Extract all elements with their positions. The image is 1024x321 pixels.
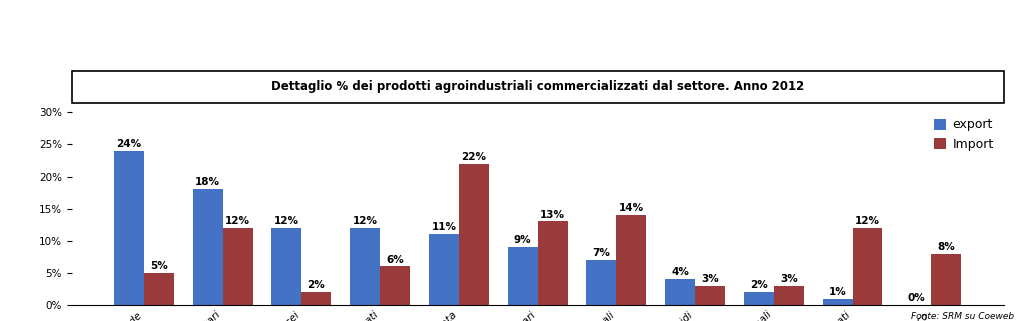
Text: 13%: 13%	[540, 210, 565, 220]
Bar	[508, 247, 538, 305]
Bar	[144, 273, 174, 305]
Text: 12%: 12%	[225, 216, 250, 226]
Text: 22%: 22%	[462, 152, 486, 162]
Bar	[222, 228, 253, 305]
Bar	[429, 234, 459, 305]
Legend: export, Import: export, Import	[930, 115, 997, 154]
Bar	[822, 299, 853, 305]
Text: 11%: 11%	[431, 222, 457, 232]
Bar	[616, 215, 646, 305]
Text: Fonte: SRM su Coeweb: Fonte: SRM su Coeweb	[910, 312, 1014, 321]
Bar	[931, 254, 962, 305]
Bar	[114, 151, 144, 305]
Bar	[853, 228, 883, 305]
Bar	[695, 286, 725, 305]
Bar	[301, 292, 332, 305]
Text: 12%: 12%	[352, 216, 378, 226]
Text: 4%: 4%	[671, 267, 689, 277]
Bar	[743, 292, 774, 305]
Text: 8%: 8%	[937, 242, 955, 252]
Text: 24%: 24%	[117, 139, 141, 149]
Bar	[587, 260, 616, 305]
Text: 12%: 12%	[274, 216, 299, 226]
FancyBboxPatch shape	[72, 71, 1004, 103]
Text: 3%: 3%	[701, 274, 719, 284]
Bar	[774, 286, 804, 305]
Bar	[350, 228, 380, 305]
Bar	[459, 164, 488, 305]
Text: 1%: 1%	[828, 287, 847, 297]
Text: 14%: 14%	[618, 203, 644, 213]
Bar	[193, 189, 222, 305]
Text: 12%: 12%	[855, 216, 880, 226]
Text: 0%: 0%	[907, 293, 925, 303]
Bar	[666, 279, 695, 305]
Text: 2%: 2%	[307, 280, 326, 290]
Text: 2%: 2%	[750, 280, 768, 290]
Text: 5%: 5%	[151, 261, 168, 271]
Bar	[271, 228, 301, 305]
Text: 3%: 3%	[780, 274, 798, 284]
Bar	[380, 266, 410, 305]
Text: 18%: 18%	[196, 178, 220, 187]
Text: 9%: 9%	[514, 235, 531, 245]
Bar	[538, 221, 567, 305]
Text: Dettaglio % dei prodotti agroindustriali commercializzati dal settore. Anno 2012: Dettaglio % dei prodotti agroindustriali…	[271, 80, 804, 93]
Text: 6%: 6%	[386, 255, 404, 265]
Text: 7%: 7%	[593, 248, 610, 258]
